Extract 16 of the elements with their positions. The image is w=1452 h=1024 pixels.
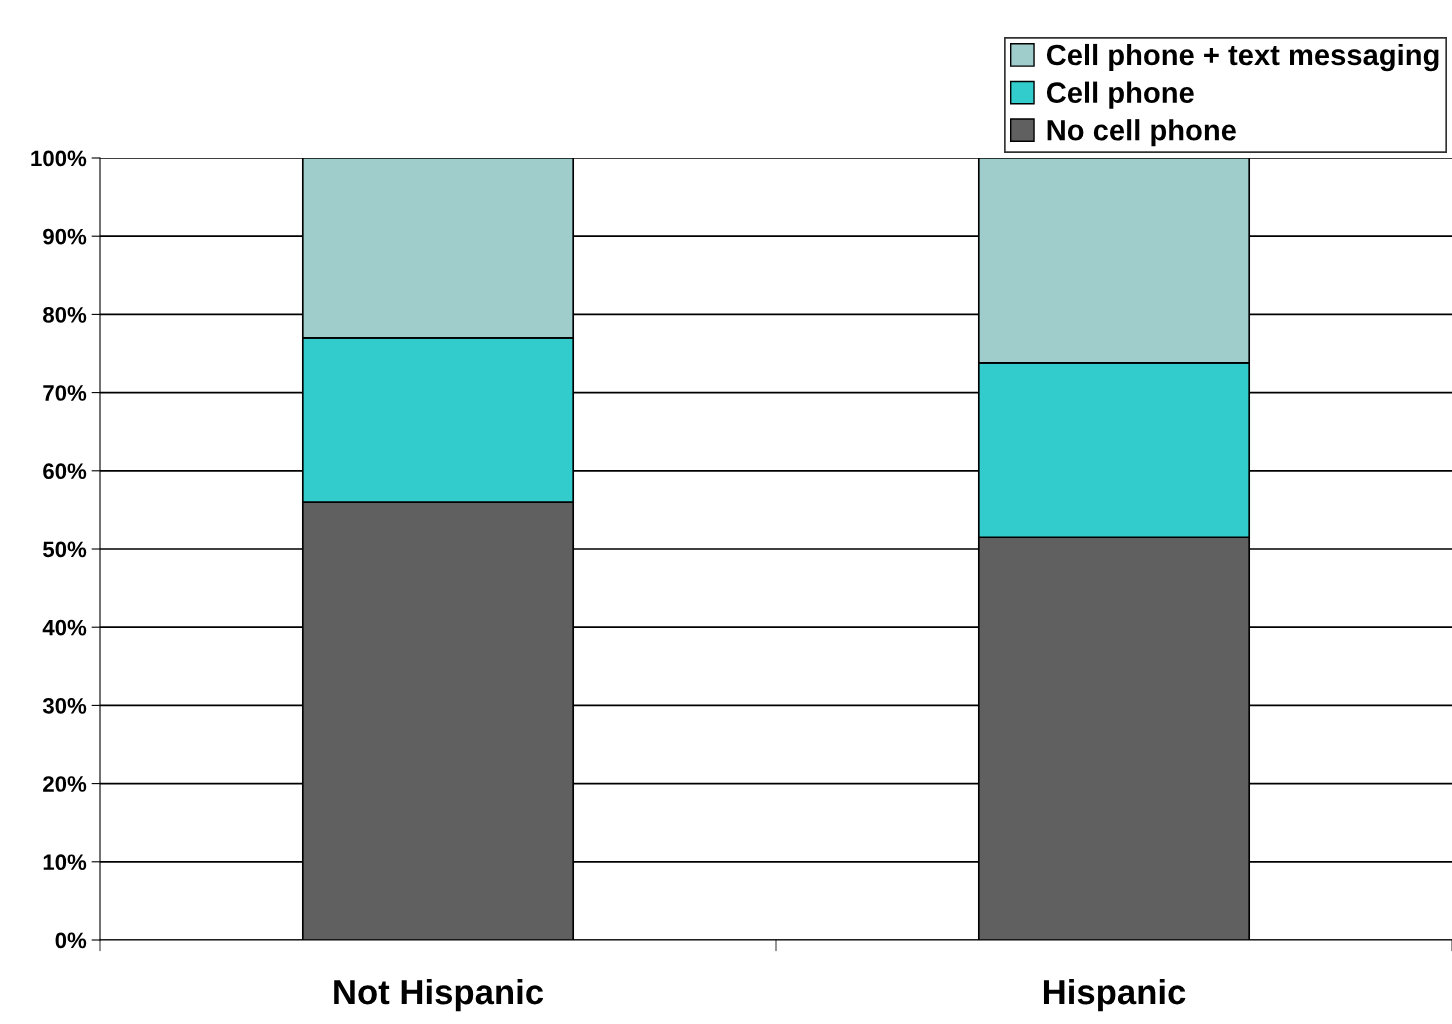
y-tick-label: 40% xyxy=(42,619,87,636)
y-tick-label: 10% xyxy=(43,854,87,871)
y-tick-label: 70% xyxy=(43,385,87,401)
y-tick-label: 80% xyxy=(43,306,87,323)
y-tick-label: 60% xyxy=(43,463,87,480)
legend-label: No cell phone xyxy=(1047,119,1236,147)
y-tick-label: 0% xyxy=(55,932,87,949)
legend-label: Cell phone + text messaging xyxy=(1046,43,1439,72)
y-tick-label: 90% xyxy=(43,228,87,245)
x-tick-label: Hispanic xyxy=(1043,978,1186,1012)
y-tick-label: 30% xyxy=(42,697,87,714)
y-tick-label: 100% xyxy=(31,150,87,167)
x-tick-label: Not Hispanic xyxy=(334,978,544,1012)
y-tick-label: 20% xyxy=(43,776,87,792)
legend-label: Cell phone xyxy=(1046,81,1194,109)
y-tick-label: 50% xyxy=(43,541,87,558)
